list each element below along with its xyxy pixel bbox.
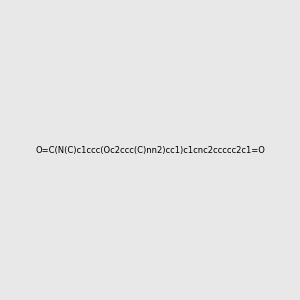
Text: O=C(N(C)c1ccc(Oc2ccc(C)nn2)cc1)c1cnc2ccccc2c1=O: O=C(N(C)c1ccc(Oc2ccc(C)nn2)cc1)c1cnc2ccc… <box>35 146 265 154</box>
